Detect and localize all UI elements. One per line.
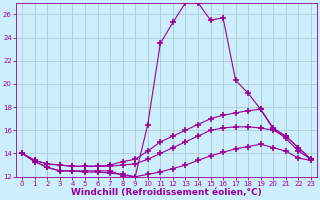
X-axis label: Windchill (Refroidissement éolien,°C): Windchill (Refroidissement éolien,°C) <box>71 188 262 197</box>
